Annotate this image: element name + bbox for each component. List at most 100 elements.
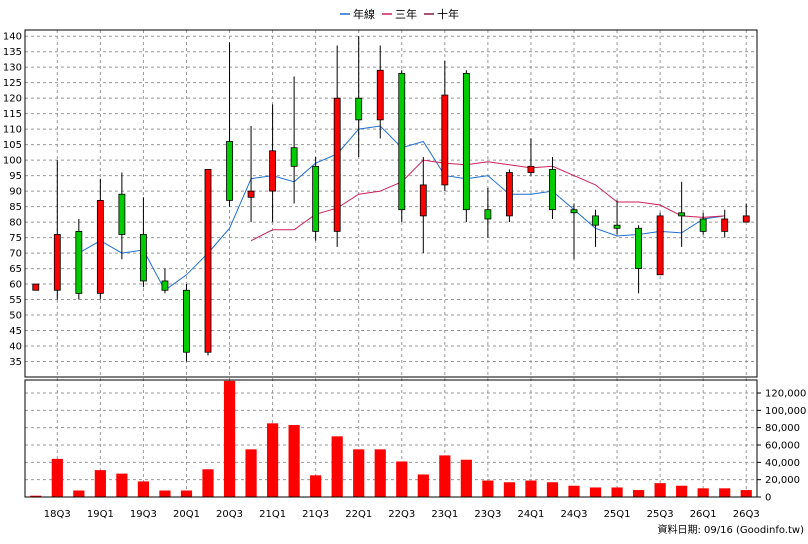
x-tick-label: 19Q3 <box>130 509 157 520</box>
volume-bar <box>676 485 688 497</box>
volume-bar <box>417 474 429 497</box>
volume-bar <box>202 469 214 497</box>
grid-lines <box>25 30 757 497</box>
x-tick-label: 21Q3 <box>302 509 329 520</box>
price-tick-label: 95 <box>9 171 22 182</box>
chart-frame <box>24 29 758 498</box>
candle-body <box>570 209 578 214</box>
volume-bar <box>137 481 150 497</box>
candle-body <box>398 72 406 211</box>
price-tick-label: 100 <box>3 156 22 167</box>
price-tick-label: 140 <box>3 32 22 43</box>
volume-tick-label: 80,000 <box>765 423 800 434</box>
volume-bar <box>482 480 494 497</box>
x-tick-label: 23Q1 <box>431 509 458 520</box>
candle-body <box>355 97 363 121</box>
volume-bar <box>180 490 193 497</box>
candle-body <box>139 234 147 282</box>
candle-body <box>247 190 255 198</box>
candle-body <box>312 165 320 232</box>
candle-body <box>75 230 83 294</box>
candle-body <box>699 218 707 232</box>
price-tick-label: 135 <box>3 47 22 58</box>
volume-tick-label: 100,000 <box>765 406 806 417</box>
price-tick-label: 85 <box>9 202 22 213</box>
x-tick-label: 24Q1 <box>517 509 544 520</box>
volume-bar <box>503 482 516 497</box>
price-tick-label: 110 <box>3 125 22 136</box>
price-tick-label: 45 <box>9 326 22 337</box>
x-tick-label: 26Q1 <box>690 509 717 520</box>
price-tick-label: 115 <box>3 109 22 120</box>
price-tick-label: 125 <box>3 78 22 89</box>
x-tick-label: 22Q3 <box>388 509 415 520</box>
volume-bar <box>632 490 645 497</box>
price-tick-label: 105 <box>3 140 22 151</box>
volume-bar <box>568 485 580 497</box>
candle-body <box>742 215 750 223</box>
volume-bars <box>30 380 752 497</box>
price-tick-label: 55 <box>9 295 22 306</box>
price-tick-label: 130 <box>3 63 22 74</box>
volume-bar <box>525 480 537 497</box>
price-tick-label: 60 <box>9 280 22 291</box>
candle-body <box>269 150 277 192</box>
x-tick-label: 18Q3 <box>44 509 71 520</box>
candle-body <box>635 227 643 269</box>
legend-label: 年線 <box>353 7 375 21</box>
price-tick-label: 40 <box>9 342 22 353</box>
volume-bar <box>460 459 472 497</box>
volume-bar <box>396 461 408 497</box>
volume-tick-label: 0 <box>765 493 771 504</box>
candle-body <box>290 147 298 167</box>
volume-bar <box>223 380 236 497</box>
price-tick-label: 50 <box>9 311 22 322</box>
volume-bar <box>374 449 386 497</box>
price-tick-label: 65 <box>9 264 22 275</box>
price-tick-label: 70 <box>9 249 22 260</box>
candle-body <box>505 172 513 217</box>
candle-body <box>613 224 621 229</box>
x-tick-label: 23Q3 <box>474 509 501 520</box>
price-axis: 35 40 45 50 55 60 65 70 75 80 85 90 95 100 105 110 115 12… <box>3 32 22 368</box>
volume-bar <box>116 473 128 497</box>
price-tick-label: 80 <box>9 218 22 229</box>
data-date-note: 資料日期: 09/16 (Goodinfo.tw) <box>657 523 804 536</box>
volume-bar <box>353 449 365 497</box>
candle-body <box>592 215 599 226</box>
volume-bar <box>245 449 257 497</box>
candle-body <box>161 280 169 291</box>
volume-bar <box>331 436 343 497</box>
volume-bar <box>654 483 666 497</box>
volume-tick-label: 20,000 <box>765 475 800 486</box>
price-tick-label: 75 <box>9 233 22 244</box>
price-panel-frame <box>24 29 758 378</box>
volume-bar <box>51 458 63 497</box>
legend-label: 十年 <box>437 7 459 21</box>
volume-tick-label: 120,000 <box>765 389 806 400</box>
candle-body <box>656 215 664 276</box>
volume-tick-label: 40,000 <box>765 458 800 469</box>
price-tick-label: 35 <box>9 357 22 368</box>
candle-body <box>333 97 341 232</box>
volume-bar <box>94 470 106 497</box>
x-tick-label: 24Q3 <box>561 509 588 520</box>
candlesticks <box>32 36 750 362</box>
volume-bar <box>73 490 85 497</box>
candle-body <box>527 165 535 173</box>
volume-panel-frame <box>24 379 758 498</box>
candle-body <box>32 283 40 291</box>
candle-body <box>678 212 686 217</box>
candle-body <box>441 94 449 186</box>
volume-bar <box>439 455 451 497</box>
candle-body <box>118 193 126 235</box>
candle-body <box>204 169 212 353</box>
volume-bar <box>546 482 559 497</box>
x-tick-label: 21Q1 <box>259 509 286 520</box>
x-tick-label: 20Q1 <box>173 509 200 520</box>
candle-body <box>484 209 492 220</box>
volume-bar <box>697 488 709 497</box>
candle-body <box>549 169 556 211</box>
